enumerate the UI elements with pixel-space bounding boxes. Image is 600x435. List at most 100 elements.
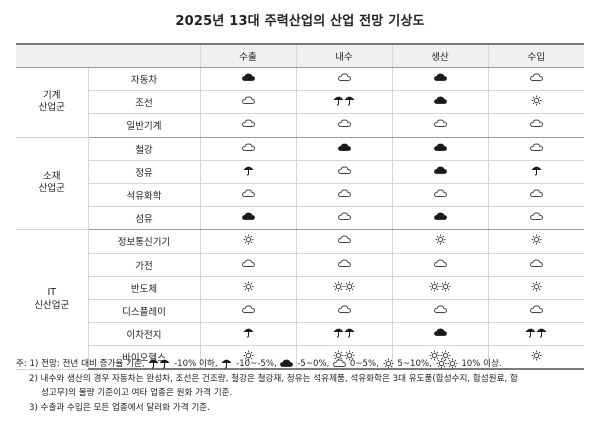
dark-cloud-icon — [241, 73, 255, 82]
forecast-cell — [391, 113, 488, 138]
dark-cloud-icon — [337, 143, 351, 152]
forecast-cell — [199, 322, 296, 347]
industry-name: 디스플레이 — [88, 299, 200, 324]
cloud-icon — [529, 305, 543, 314]
forecast-cell — [487, 206, 584, 231]
column-header-export: 수출 — [199, 43, 296, 68]
cloud-icon — [433, 189, 447, 198]
cloud-icon — [337, 259, 351, 268]
sun-icon — [243, 234, 254, 245]
dark-cloud-icon — [433, 96, 447, 105]
umbrella-icon — [531, 165, 542, 176]
footnote-2-line-1: 2) 내수와 생산의 경우 자동차는 완성차, 조선은 건조량, 철강은 철강재… — [29, 373, 518, 384]
double-sun-icon — [436, 358, 458, 369]
industry-name: 정보통신기기 — [88, 229, 200, 254]
table-row: 이차전지 — [16, 322, 584, 347]
forecast-cell — [295, 206, 392, 231]
forecast-cell — [295, 299, 392, 324]
forecast-cell — [199, 90, 296, 115]
table-row: 정유 — [16, 160, 584, 184]
legend-text: -10% 이하, — [174, 359, 218, 369]
column-header-import: 수입 — [487, 43, 584, 68]
footnotes: 주: 1) 전망: 전년 대비 증가율 기준, -10% 이하, -10~-5%… — [16, 357, 592, 415]
double-sun-icon — [429, 350, 451, 361]
footnote-2-line-2: 성고무)의 물량 기준이고 여타 업종은 원화 가격 기준. — [41, 388, 233, 398]
double-umbrella-icon — [333, 95, 355, 106]
forecast-cell — [487, 253, 584, 277]
double-umbrella-icon — [333, 327, 355, 338]
industry-name: 철강 — [88, 137, 200, 161]
forecast-cell — [199, 253, 296, 277]
header-blank-cell — [16, 43, 200, 68]
forecast-cell — [487, 67, 584, 92]
dark-cloud-icon — [280, 359, 294, 368]
forecast-cell — [391, 90, 488, 115]
cloud-icon — [529, 189, 543, 198]
legend-text: -5~0%, — [297, 359, 330, 369]
forecast-cell — [199, 67, 296, 92]
cloud-icon — [529, 73, 543, 82]
cloud-icon — [241, 119, 255, 128]
cloud-icon — [337, 166, 351, 175]
forecast-cell — [391, 276, 488, 300]
table-row: 반도체 — [16, 276, 584, 300]
sun-icon — [531, 350, 542, 361]
cloud-icon — [337, 119, 351, 128]
footnote-1: 주: 1) 전망: 전년 대비 증가율 기준, -10% 이하, -10~-5%… — [16, 357, 592, 372]
cloud-icon — [433, 259, 447, 268]
cloud-icon — [333, 359, 347, 368]
forecast-cell — [199, 206, 296, 231]
forecast-cell — [391, 345, 488, 371]
industry-name: 석유화학 — [88, 183, 200, 208]
group-label-line: 산업군 — [38, 102, 65, 114]
forecast-cell — [295, 90, 392, 115]
double-sun-icon — [333, 350, 355, 361]
forecast-cell — [199, 137, 296, 161]
dark-cloud-icon — [433, 143, 447, 152]
cloud-icon — [529, 143, 543, 152]
legend-text: 0~5%, — [349, 359, 379, 369]
industry-name: 정유 — [88, 160, 200, 184]
group-label-line: 소재 — [43, 171, 61, 183]
forecast-cell — [391, 229, 488, 254]
cloud-icon — [529, 212, 543, 221]
forecast-cell — [295, 322, 392, 347]
forecast-cell — [199, 276, 296, 300]
sun-icon — [531, 95, 542, 106]
footnote-3: 3) 수출과 수입은 모든 업종에서 달러화 가격 기준. — [29, 402, 210, 413]
table-row: 바이오헬스 — [16, 345, 584, 371]
forecast-cell — [487, 229, 584, 254]
umbrella-icon — [243, 165, 254, 176]
forecast-cell — [487, 276, 584, 300]
forecast-cell — [391, 137, 488, 161]
forecast-cell — [391, 183, 488, 208]
forecast-cell — [487, 137, 584, 161]
footnote-1-prefix: 주: 1) 전망: 전년 대비 증가율 기준, — [16, 359, 145, 369]
legend-text: 10% 이상. — [461, 359, 502, 369]
sun-icon — [531, 234, 542, 245]
forecast-table: 수출 내수 생산 수입 기계 산업군 자동차 조선 일반기계 소재 산업군 철강 정유 석유화학 섬… — [16, 43, 584, 371]
industry-name: 이차전지 — [88, 322, 200, 347]
forecast-cell — [295, 253, 392, 277]
forecast-cell — [487, 160, 584, 184]
group-label-line: 신산업군 — [34, 299, 70, 311]
double-umbrella-icon — [525, 327, 547, 338]
dark-cloud-icon — [433, 73, 447, 82]
sun-icon — [435, 234, 446, 245]
forecast-cell — [487, 345, 584, 371]
group-label: IT 신산업군 — [16, 229, 89, 370]
forecast-cell — [295, 113, 392, 138]
sun-icon — [243, 281, 254, 292]
umbrella-icon — [243, 327, 254, 338]
industry-name: 섬유 — [88, 206, 200, 231]
forecast-cell — [295, 276, 392, 300]
forecast-cell — [295, 183, 392, 208]
cloud-icon — [241, 143, 255, 152]
double-umbrella-icon — [148, 358, 170, 369]
double-sun-icon — [333, 281, 355, 292]
cloud-icon — [241, 259, 255, 268]
dark-cloud-icon — [433, 166, 447, 175]
forecast-cell — [199, 345, 296, 371]
forecast-cell — [487, 90, 584, 115]
